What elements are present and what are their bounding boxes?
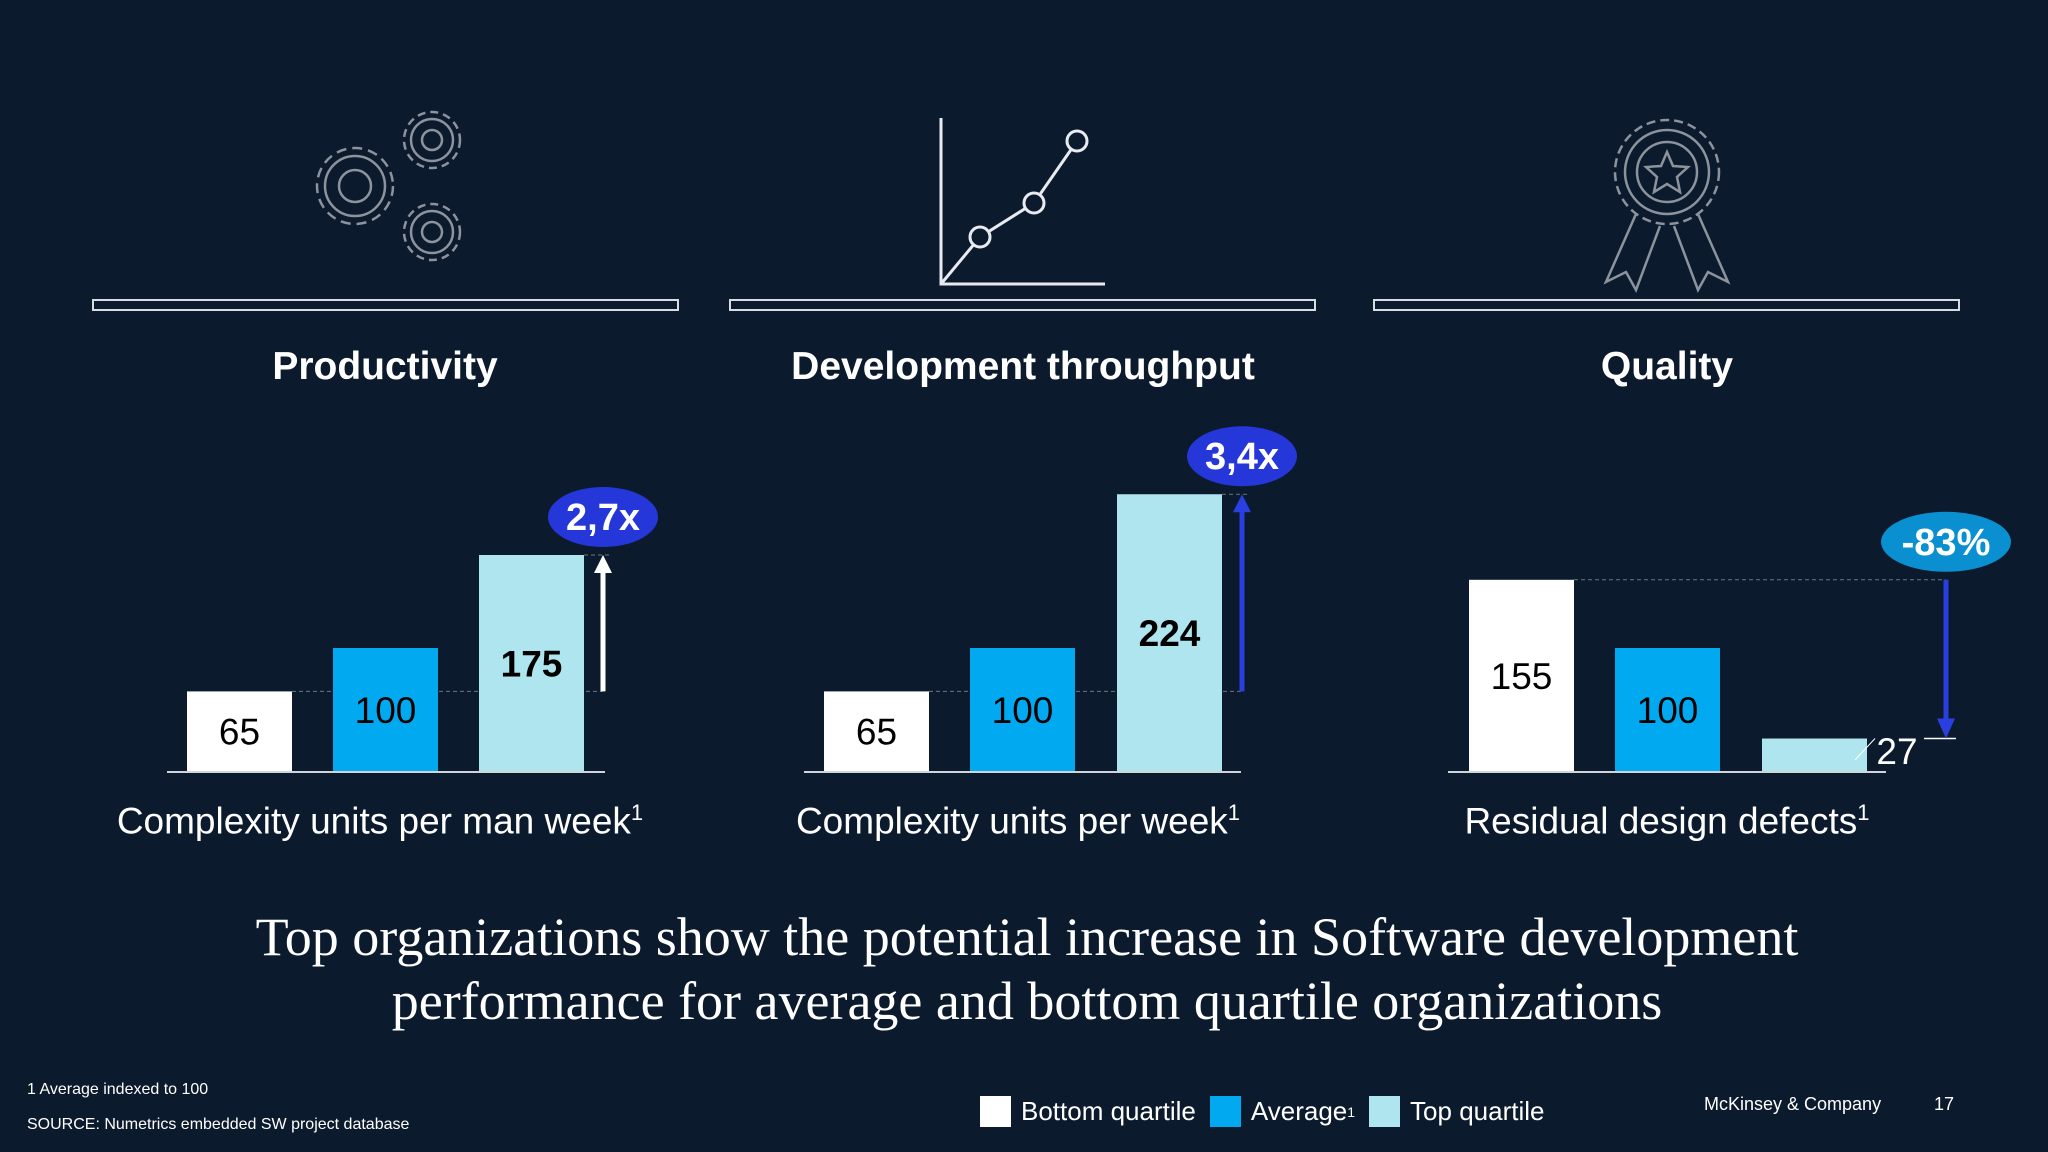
data-label: 65 <box>856 712 897 753</box>
bar-top-quartile <box>479 555 584 772</box>
data-label: 100 <box>355 690 417 731</box>
legend: Bottom quartile Average 1 Top quartile <box>980 1096 1558 1127</box>
footnote: 1 Average indexed to 100 <box>27 1081 209 1098</box>
bar-average <box>1615 648 1720 772</box>
arrow-head <box>1937 718 1955 739</box>
headline-line-2: performance for average and bottom quart… <box>391 971 1663 1031</box>
legend-label: Top quartile <box>1410 1096 1545 1126</box>
arrow-head <box>1233 494 1251 513</box>
chart-1: 65 100 224 3,4x <box>804 426 1297 773</box>
data-label: 224 <box>1139 613 1201 654</box>
axis-label-productivity: Complexity units per man week1 <box>30 800 730 842</box>
legend-label: Average <box>1250 1096 1348 1126</box>
page-number: 17 <box>1934 1094 1955 1114</box>
bar-average <box>970 648 1075 772</box>
arrow-head <box>594 555 612 573</box>
bar-top-quartile <box>1117 494 1222 772</box>
change-badge-label: 2,7x <box>566 497 640 539</box>
footnote-marker: 1 <box>1857 800 1870 825</box>
bar-bottom-quartile <box>1469 579 1574 772</box>
footnote-marker: 1 <box>630 800 644 825</box>
panel-divider-productivity <box>92 299 679 311</box>
title-quality: Quality <box>1600 345 1734 388</box>
footnote-marker: 1 <box>1227 800 1241 825</box>
change-badge-label: -83% <box>1902 522 1991 564</box>
change-badge-label: 3,4x <box>1205 436 1279 478</box>
panel-divider-quality <box>1373 299 1960 311</box>
company-name: McKinsey & Company <box>1704 1094 1882 1114</box>
legend-item-bottom-quartile: Bottom quartile <box>980 1096 1196 1127</box>
panel-divider-throughput <box>729 299 1316 311</box>
gears-icon <box>315 110 462 262</box>
award-ribbon-icon <box>1603 118 1731 293</box>
bar-bottom-quartile <box>187 691 292 772</box>
headline-line-1: Top organizations show the potential inc… <box>255 907 1799 967</box>
legend-item-top-quartile: Top quartile <box>1369 1096 1544 1127</box>
axis-label-text: Complexity units per man week <box>116 800 631 842</box>
axis-label-text: Residual design defects <box>1464 800 1858 842</box>
legend-swatch <box>980 1096 1011 1127</box>
legend-label: Bottom quartile <box>1021 1096 1196 1126</box>
legend-swatch <box>1209 1096 1241 1127</box>
change-badge <box>1187 426 1297 487</box>
leader-line <box>1854 738 1876 761</box>
data-label: 100 <box>992 690 1054 731</box>
chart-2: 155 100 27 -83% <box>1448 511 2011 773</box>
source-note: SOURCE: Numetrics embedded SW project da… <box>27 1116 410 1133</box>
axis-label-text: Complexity units per week <box>795 800 1228 842</box>
line-chart-icon <box>939 118 1105 286</box>
axis-label-quality: Residual design defects1 <box>1317 800 2017 842</box>
data-label: 175 <box>501 644 563 685</box>
headline: Top organizations show the potential inc… <box>0 905 2048 1033</box>
legend-swatch <box>1369 1096 1401 1127</box>
change-badge <box>548 487 658 547</box>
data-label: 155 <box>1491 656 1553 697</box>
data-label: 65 <box>219 712 260 753</box>
data-label: 100 <box>1637 690 1699 731</box>
bar-bottom-quartile <box>824 691 929 772</box>
title-throughput: Development throughput <box>791 345 1255 388</box>
title-productivity: Productivity <box>272 345 498 388</box>
chart-0: 65 100 175 2,7x <box>167 487 658 773</box>
bar-average <box>333 648 438 772</box>
bar-top-quartile <box>1762 738 1867 772</box>
change-badge <box>1881 511 2011 572</box>
axis-label-throughput: Complexity units per week1 <box>668 800 1368 842</box>
legend-item-average: Average 1 <box>1209 1096 1356 1127</box>
data-label: 27 <box>1876 731 1917 772</box>
footnote-marker: 1 <box>1347 1103 1356 1120</box>
